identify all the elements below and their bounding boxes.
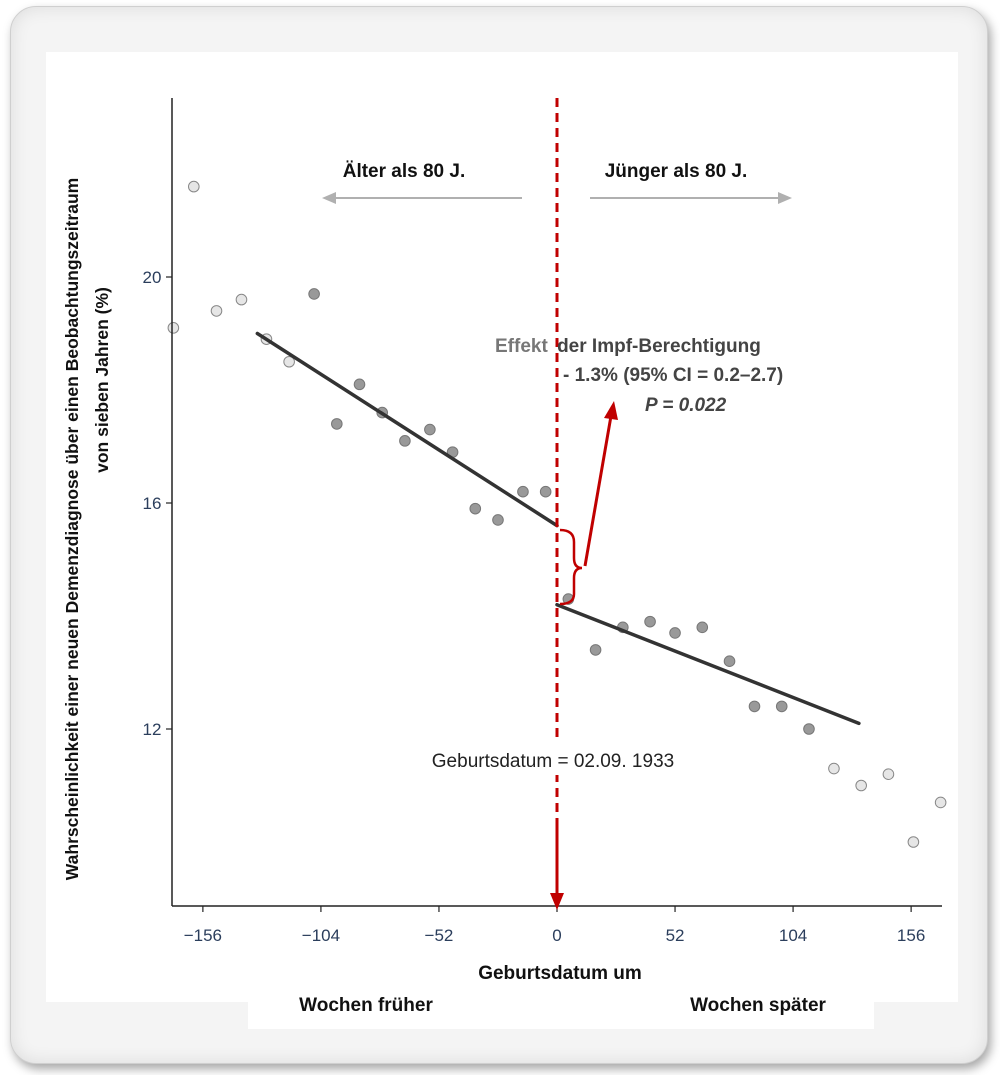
data-point xyxy=(723,655,736,668)
cutoff-bottom-arrow xyxy=(550,818,564,910)
data-point xyxy=(855,779,867,792)
bottom-label-strip xyxy=(248,985,874,1029)
p-value: P = 0.022 xyxy=(645,395,727,416)
data-point xyxy=(353,378,366,391)
younger-label: Jünger als 80 J. xyxy=(605,161,748,182)
effect-value: - 1.3% (95% CI = 0.2–2.7) xyxy=(563,365,783,386)
data-point xyxy=(167,322,180,334)
effect-annotation: Effekt der Impf-Berechtigung xyxy=(495,336,761,357)
data-point xyxy=(828,762,840,775)
chart-panel xyxy=(46,52,958,1002)
data-point xyxy=(424,423,436,436)
data-point xyxy=(517,485,529,498)
data-point xyxy=(492,514,504,526)
younger-arrow xyxy=(590,192,792,204)
data-point xyxy=(803,723,815,735)
data-point xyxy=(882,768,895,781)
y-tick-label: 16 xyxy=(143,494,162,513)
data-point xyxy=(539,485,552,498)
y-axis-title-line1: Wahrscheinlichkeit einer neuen Demenzdia… xyxy=(62,178,82,880)
data-point xyxy=(283,355,295,368)
regression-line xyxy=(555,602,861,726)
x-tick-label: 156 xyxy=(897,926,925,945)
x-tick-label: 0 xyxy=(552,926,561,945)
x-ticks-layer: −156 −104 −52 0 52 104 156 xyxy=(184,906,925,945)
data-point xyxy=(589,644,602,656)
effect-rest: der Impf-Berechtigung xyxy=(557,336,761,357)
x-axis-right-label: Wochen später xyxy=(690,995,826,1016)
data-point xyxy=(775,700,788,713)
data-point xyxy=(188,180,200,193)
y-ticks-layer: 12 16 20 xyxy=(143,268,172,739)
data-point xyxy=(469,502,482,515)
data-point xyxy=(934,796,947,809)
data-point xyxy=(696,621,709,634)
older-arrow xyxy=(322,192,522,204)
effect-brace xyxy=(559,528,583,606)
y-axis-title-line2: von sieben Jahren (%) xyxy=(92,287,112,473)
data-point xyxy=(907,836,920,848)
data-point xyxy=(669,627,681,639)
data-point xyxy=(331,418,343,430)
x-tick-label: 104 xyxy=(779,926,807,945)
x-tick-label: −52 xyxy=(425,926,454,945)
x-axis-left-label: Wochen früher xyxy=(299,995,433,1016)
x-tick-label: −156 xyxy=(184,926,222,945)
x-tick-label: −104 xyxy=(302,926,340,945)
data-point xyxy=(399,435,411,447)
x-tick-label: 52 xyxy=(666,926,685,945)
fit-lines-layer xyxy=(255,331,861,726)
data-point xyxy=(235,293,248,306)
data-point xyxy=(308,288,320,300)
effect-arrow xyxy=(583,401,618,567)
cutoff-label-bg xyxy=(402,743,704,775)
effect-word: Effekt xyxy=(495,336,548,357)
data-point xyxy=(644,615,656,628)
older-label: Älter als 80 J. xyxy=(343,161,466,182)
data-point xyxy=(748,700,761,713)
x-axis-title: Geburtsdatum um xyxy=(478,963,642,984)
data-point xyxy=(210,305,223,317)
cutoff-label: Geburtsdatum = 02.09. 1933 xyxy=(432,751,674,772)
regression-line xyxy=(255,331,559,528)
y-tick-label: 20 xyxy=(143,268,162,287)
y-tick-label: 12 xyxy=(143,720,162,739)
